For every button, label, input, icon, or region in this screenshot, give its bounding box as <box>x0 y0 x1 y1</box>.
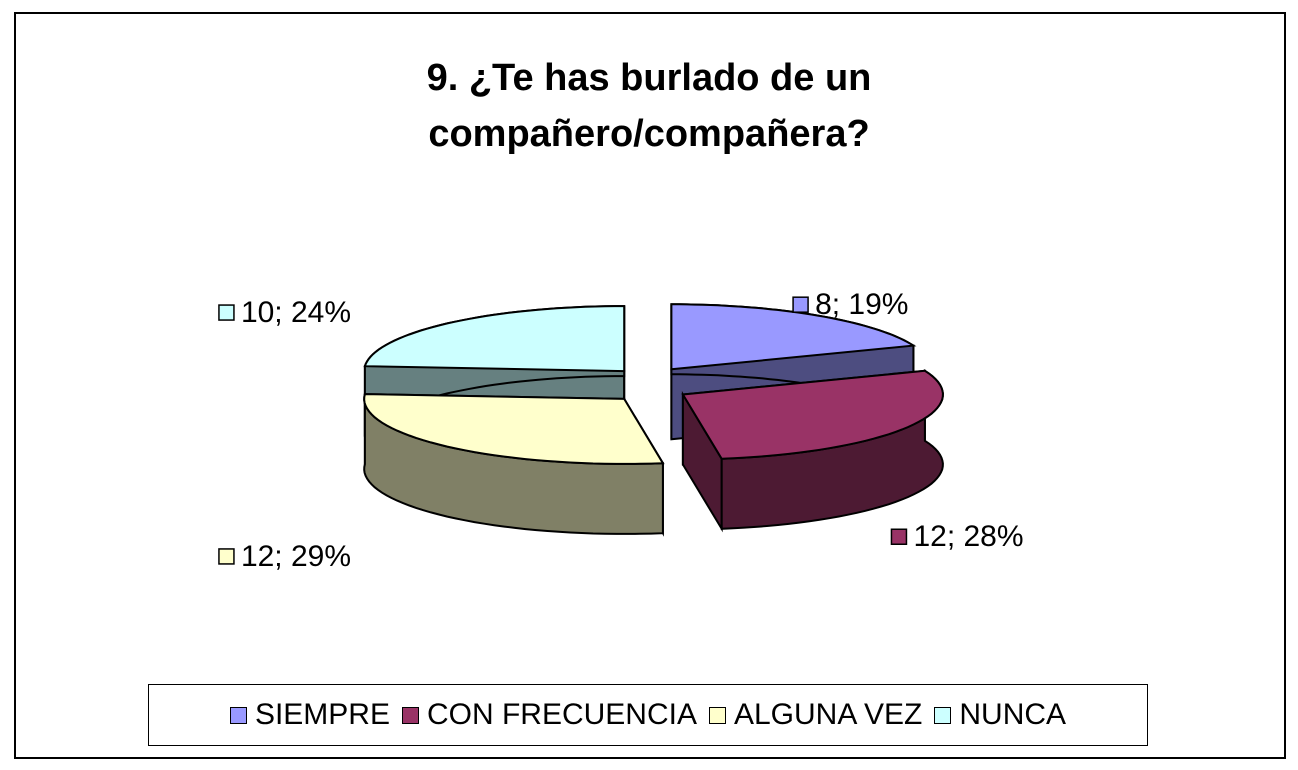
legend-item: ALGUNA VEZ <box>708 698 923 732</box>
label-key <box>218 304 235 321</box>
legend-label: NUNCA <box>959 698 1067 731</box>
legend-label: SIEMPRE <box>254 698 390 731</box>
label-key <box>792 296 809 313</box>
data-label: 10; 24% <box>241 296 351 329</box>
data-label: 12; 29% <box>241 540 351 573</box>
legend-key <box>708 706 726 724</box>
legend: SIEMPRE CON FRECUENCIA ALGUNA VEZ NUNCA <box>148 684 1148 746</box>
legend-key <box>229 706 247 724</box>
label-key <box>218 548 235 565</box>
legend-key <box>401 706 419 724</box>
legend-key <box>934 706 952 724</box>
legend-item: CON FRECUENCIA <box>401 698 697 732</box>
legend-item: SIEMPRE <box>229 698 390 732</box>
legend-item: NUNCA <box>934 698 1066 732</box>
slice-top <box>670 303 917 371</box>
legend-label: CON FRECUENCIA <box>426 698 697 731</box>
slice-top <box>363 393 665 465</box>
chart-frame <box>14 12 1286 759</box>
legend-label: ALGUNA VEZ <box>733 698 923 731</box>
data-label: 8; 19% <box>815 288 908 321</box>
chart-title: 9. ¿Te has burlado de un compañero/compa… <box>426 57 872 155</box>
slice-top <box>363 305 626 373</box>
label-key <box>890 528 908 545</box>
data-label: 12; 28% <box>913 520 1023 553</box>
slice-top <box>681 369 944 460</box>
